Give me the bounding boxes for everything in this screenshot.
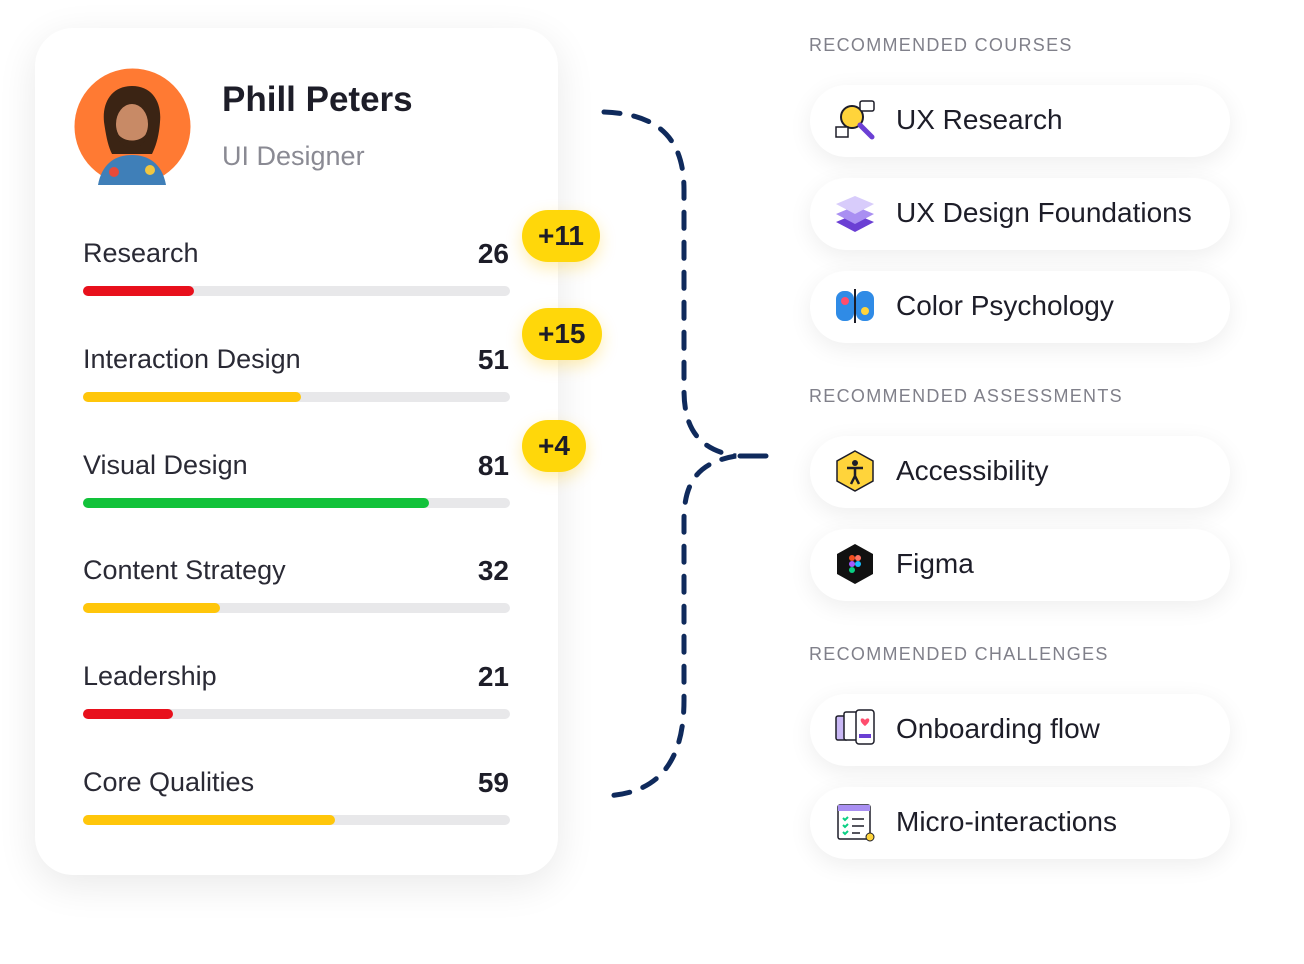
item-icon: [834, 708, 878, 757]
skill-value: 32: [477, 555, 509, 587]
skill-value: 59: [477, 767, 509, 798]
skill-value: 26: [477, 238, 509, 269]
gain-badge: +15: [522, 308, 602, 360]
item-label: UX Design Foundations: [896, 197, 1192, 228]
skill-label: Content Strategy: [83, 555, 286, 586]
icon: [837, 544, 873, 584]
avatar: [74, 68, 191, 185]
item-label: Micro-interactions: [896, 806, 1117, 837]
profile-name: Phill Peters: [222, 80, 413, 119]
icon: [835, 100, 875, 140]
icon: [835, 709, 875, 745]
item-icon: [834, 543, 878, 592]
icon: [837, 804, 875, 842]
skill-bar: [83, 497, 429, 508]
item-label: Color Psychology: [896, 290, 1114, 321]
skill-label: Leadership: [83, 661, 217, 692]
skill-track: [83, 497, 510, 508]
icon: [836, 289, 874, 323]
skill-bar: [83, 603, 220, 614]
skill-bar: [83, 815, 335, 825]
recommendation-item[interactable]: UX Research: [810, 85, 1230, 157]
recommendation-item[interactable]: Micro-interactions: [810, 787, 1230, 859]
skill-bar: [83, 391, 301, 402]
item-label: Figma: [896, 548, 974, 579]
item-icon: [834, 801, 878, 850]
connector-brace: [601, 109, 769, 799]
item-label: Accessibility: [896, 455, 1049, 486]
gain-badge: +11: [522, 210, 600, 262]
skill-bar: [83, 709, 173, 720]
section-title: RECOMMENDED ASSESSMENTS: [809, 386, 1123, 406]
skill-bar: [83, 286, 195, 296]
skill-label: Research: [83, 238, 199, 268]
item-label: UX Research: [896, 104, 1063, 135]
skill-label: Visual Design: [83, 449, 248, 480]
section-title: RECOMMENDED COURSES: [809, 35, 1073, 55]
item-icon: [834, 99, 878, 148]
skill-value: 81: [477, 449, 509, 481]
skill-track: [83, 603, 510, 614]
icon: [836, 196, 874, 232]
item-icon: [834, 192, 878, 241]
skill-label: Core Qualities: [83, 767, 255, 797]
icon: [836, 450, 874, 492]
item-icon: [834, 285, 878, 334]
section-title: RECOMMENDED CHALLENGES: [809, 644, 1109, 664]
recommendation-item[interactable]: UX Design Foundations: [810, 178, 1230, 250]
skill-value: 51: [477, 343, 509, 375]
skill-value: 21: [477, 661, 509, 693]
recommendation-item[interactable]: Color Psychology: [810, 271, 1230, 343]
skill-track: [83, 391, 510, 402]
skill-track: [83, 815, 510, 825]
recommendation-item[interactable]: Figma: [810, 529, 1230, 601]
recommendation-item[interactable]: Onboarding flow: [810, 694, 1230, 766]
profile-role: UI Designer: [222, 141, 365, 171]
skill-track: [83, 709, 510, 720]
recommendation-item[interactable]: Accessibility: [810, 436, 1230, 508]
skill-label: Interaction Design: [83, 343, 301, 374]
item-icon: [834, 450, 878, 499]
skill-track: [83, 286, 510, 296]
item-label: Onboarding flow: [896, 713, 1100, 744]
gain-badge: +4: [522, 420, 586, 472]
